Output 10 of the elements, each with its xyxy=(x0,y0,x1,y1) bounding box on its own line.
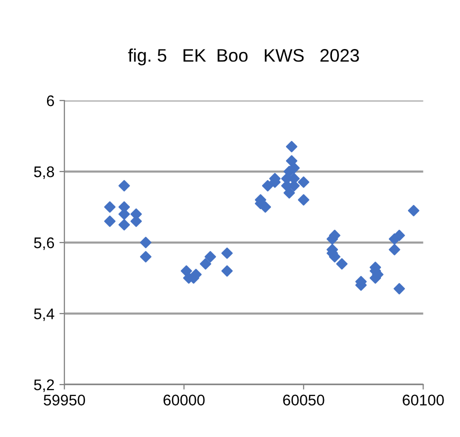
y-tick-label: 5,2 xyxy=(34,379,54,392)
x-tick-label: 60050 xyxy=(283,394,324,406)
y-tick-label: 6 xyxy=(46,95,54,106)
y-tick-label: 5,6 xyxy=(34,237,54,250)
x-tick-label: 60100 xyxy=(402,394,444,406)
x-tick-label: 60000 xyxy=(164,394,205,406)
y-tick-label: 5,8 xyxy=(34,166,54,180)
chart-title: fig. 5 EK Boo KWS 2023 xyxy=(128,48,359,66)
x-tick-label: 59950 xyxy=(44,394,86,406)
y-tick-label: 5,4 xyxy=(34,308,54,322)
